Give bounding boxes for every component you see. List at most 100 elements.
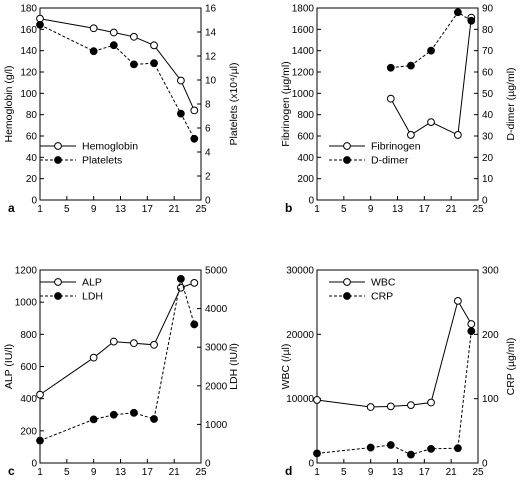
x-tick-label: 17	[142, 467, 154, 478]
left-axis-title: Fibrinogen (µg/ml)	[280, 61, 292, 146]
series-line-d-dimer	[390, 11, 472, 69]
data-point-alp	[36, 390, 44, 399]
legend-marker	[343, 292, 351, 300]
x-tick-label: 13	[392, 467, 404, 478]
plot-frame	[316, 269, 479, 464]
data-point-wbc	[427, 398, 435, 407]
right-tick-label: 0	[205, 196, 211, 207]
data-point-crp	[313, 449, 321, 458]
legend-label: Platelets	[82, 155, 122, 167]
right-tick-label: 70	[482, 46, 494, 57]
legend-marker	[54, 278, 62, 286]
data-point-wbc	[366, 403, 375, 411]
series-line-fibrinogen	[390, 17, 472, 136]
legend-label: ALP	[82, 277, 102, 289]
data-point-d-dimer	[386, 63, 395, 72]
right-tick-label: 60	[482, 68, 494, 79]
data-point-platelets	[150, 59, 158, 68]
left-tick-label: 20	[26, 174, 38, 185]
data-point-ldh	[109, 410, 118, 419]
right-tick-label: 300	[482, 266, 499, 277]
panel-letter: b	[285, 201, 292, 215]
data-point-ldh	[190, 320, 199, 329]
data-point-wbc	[386, 402, 395, 411]
series-line-wbc	[316, 299, 472, 408]
left-tick-label: 180	[20, 4, 37, 15]
right-tick-label: 100	[482, 394, 499, 405]
series-line-crp	[316, 331, 472, 456]
right-axis-title: D-dimer (µg/ml)	[505, 67, 517, 140]
legend-marker	[54, 156, 62, 164]
data-point-ldh	[89, 415, 98, 424]
left-tick-label: 600	[297, 132, 314, 143]
x-tick-label: 9	[368, 204, 374, 215]
left-tick-label: 0	[31, 459, 37, 470]
data-point-alp	[130, 339, 138, 348]
left-tick-label: 1800	[292, 4, 315, 15]
right-tick-label: 90	[482, 4, 494, 15]
right-tick-label: 3000	[205, 343, 228, 354]
data-point-d-dimer	[427, 46, 435, 55]
left-tick-label: 0	[31, 196, 37, 207]
left-tick-label: 200	[297, 174, 314, 185]
data-point-hemoglobin	[190, 106, 199, 115]
x-tick-label: 13	[392, 204, 404, 215]
data-point-crp	[366, 443, 375, 452]
right-tick-label: 12	[205, 52, 217, 63]
x-tick-label: 25	[472, 204, 484, 215]
right-tick-label: 40	[482, 110, 494, 121]
left-tick-label: 200	[20, 426, 37, 437]
left-tick-label: 400	[20, 394, 37, 405]
data-point-crp	[453, 444, 462, 453]
legend-marker	[54, 142, 62, 150]
x-tick-label: 21	[169, 204, 181, 215]
right-tick-label: 10	[205, 76, 217, 87]
data-point-wbc	[467, 320, 476, 328]
data-point-d-dimer	[467, 16, 476, 25]
left-tick-label: 30000	[286, 266, 314, 277]
left-tick-label: 800	[297, 110, 314, 121]
data-point-crp	[407, 450, 415, 459]
right-tick-label: 1000	[205, 420, 228, 431]
left-tick-label: 60	[26, 132, 38, 143]
panel-letter: c	[8, 464, 15, 478]
x-tick-label: 9	[91, 467, 97, 478]
left-tick-label: 1000	[15, 298, 38, 309]
left-tick-label: 100	[20, 89, 37, 100]
left-tick-label: 10000	[286, 394, 314, 405]
x-tick-label: 1	[314, 467, 320, 478]
legend-label: WBC	[371, 277, 396, 289]
data-point-platelets	[130, 60, 138, 69]
data-point-d-dimer	[407, 61, 415, 70]
right-tick-label: 6	[205, 124, 211, 135]
panel-letter: a	[8, 201, 15, 215]
left-tick-label: 120	[20, 68, 37, 79]
right-tick-label: 0	[205, 459, 211, 470]
right-tick-label: 2000	[205, 381, 228, 392]
left-tick-label: 160	[20, 25, 37, 36]
x-tick-label: 17	[142, 204, 154, 215]
right-tick-label: 0	[482, 459, 488, 470]
x-tick-label: 1	[37, 204, 43, 215]
data-point-hemoglobin	[109, 28, 118, 37]
panel-c: 1 5 9 13 17 21 2502004006008001000120001000200…	[3, 266, 240, 479]
left-tick-label: 140	[20, 46, 37, 57]
data-point-alp	[190, 278, 199, 287]
data-point-hemoglobin	[176, 76, 185, 85]
panel-b: 1 5 9 13 17 21 2502004006008001000120014001600…	[280, 4, 517, 216]
data-point-platelets	[36, 20, 44, 29]
x-tick-label: 5	[64, 467, 70, 478]
data-point-platelets	[190, 134, 199, 143]
x-tick-label: 21	[446, 467, 458, 478]
left-tick-label: 80	[26, 110, 38, 121]
left-axis-title: WBC (/µl)	[280, 344, 292, 390]
right-tick-label: 16	[205, 4, 217, 15]
legend-label: Fibrinogen	[371, 141, 421, 153]
legend-label: LDH	[82, 291, 103, 303]
x-tick-label: 5	[341, 467, 347, 478]
legend-label: D-dimer	[371, 155, 409, 167]
x-tick-label: 1	[37, 467, 43, 478]
data-point-fibrinogen	[427, 118, 435, 127]
right-tick-label: 80	[482, 25, 494, 36]
right-axis-title: LDH (IU/l)	[228, 343, 240, 390]
